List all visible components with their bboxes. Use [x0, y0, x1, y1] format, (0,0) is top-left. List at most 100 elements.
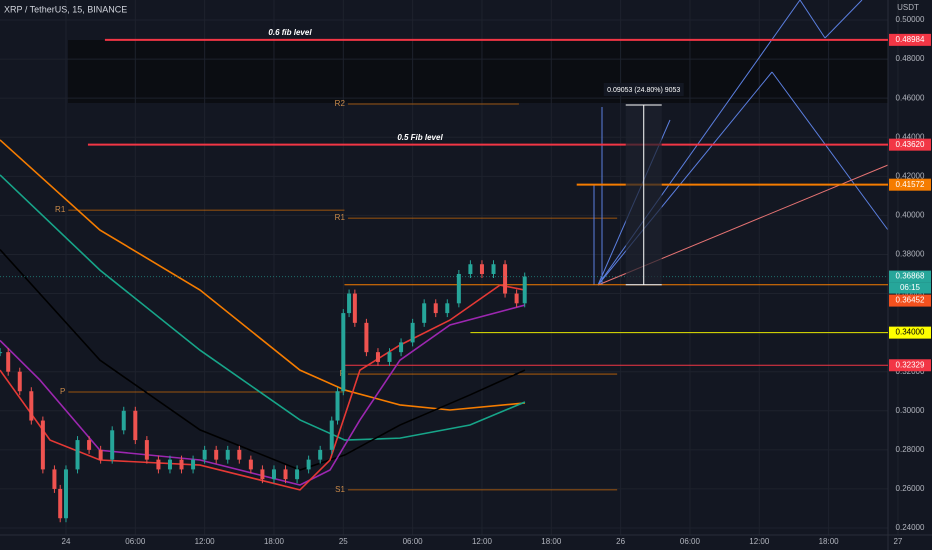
- candle: [445, 303, 450, 314]
- candle: [347, 293, 352, 314]
- y-tick-label: 0.50000: [896, 15, 925, 24]
- price-label: [889, 359, 931, 372]
- candle: [98, 449, 103, 460]
- pivot-label: P: [60, 387, 65, 396]
- x-tick-label: 27: [893, 537, 902, 546]
- candle: [503, 264, 508, 294]
- candle: [433, 303, 438, 314]
- candle: [271, 469, 276, 480]
- candle: [456, 274, 461, 304]
- x-tick-label: 18:00: [541, 537, 562, 546]
- candle: [329, 420, 334, 450]
- level-annotation: 0.5 Fib level: [397, 133, 443, 142]
- candle: [121, 410, 126, 431]
- moving-average: [0, 139, 526, 411]
- y-tick-label: 0.30000: [896, 406, 925, 415]
- chart-title: XRP / TetherUS, 15, BINANCE: [4, 4, 127, 14]
- price-label: [889, 326, 931, 339]
- channel-line: [771, 71, 889, 231]
- candle: [318, 449, 323, 460]
- x-tick-label: 12:00: [749, 537, 770, 546]
- pivot-label: R2: [335, 99, 346, 108]
- pivot-label: R1: [335, 213, 346, 222]
- candle: [295, 469, 300, 480]
- price-label: [889, 270, 931, 283]
- moving-average: [0, 249, 526, 471]
- candle: [58, 488, 63, 519]
- x-tick-label: 18:00: [264, 537, 285, 546]
- candle: [479, 264, 484, 275]
- candle: [52, 469, 57, 489]
- candle: [156, 459, 161, 470]
- candle: [335, 391, 340, 421]
- pivot-label: R1: [55, 205, 66, 214]
- level-annotation: 0.6 fib level: [268, 28, 312, 37]
- candle: [29, 391, 34, 421]
- candle: [514, 293, 519, 304]
- y-tick-label: 0.46000: [896, 93, 925, 102]
- measure-label: 0.09053 (24.80%) 9053: [607, 87, 680, 94]
- candle: [40, 420, 45, 470]
- price-label: [889, 178, 931, 191]
- candle: [352, 293, 357, 323]
- candle: [410, 322, 415, 343]
- y-tick-label: 0.32000: [896, 367, 925, 376]
- x-tick-label: 18:00: [819, 537, 840, 546]
- candle: [179, 459, 184, 470]
- y-tick-label: 0.48000: [896, 54, 925, 63]
- candle: [283, 469, 288, 480]
- price-label-text: 0.36868: [896, 272, 925, 281]
- candle: [17, 371, 22, 392]
- candle: [237, 449, 242, 460]
- countdown-box: [889, 282, 931, 294]
- candle: [63, 469, 68, 519]
- x-tick-label: 12:00: [472, 537, 493, 546]
- candle: [75, 440, 80, 470]
- x-tick-label: 25: [339, 537, 348, 546]
- y-tick-label: 0.42000: [896, 171, 925, 180]
- moving-average: [0, 284, 526, 491]
- price-label-text: 0.34000: [896, 328, 925, 337]
- currency-label: USDT: [897, 3, 919, 12]
- candle: [0, 352, 3, 354]
- countdown: 06:15: [900, 283, 921, 292]
- candle: [191, 459, 196, 470]
- y-tick-label: 0.40000: [896, 211, 925, 220]
- candle: [387, 352, 392, 362]
- price-label-text: 0.43620: [896, 140, 925, 149]
- candle: [214, 449, 219, 460]
- moving-average: [0, 304, 526, 486]
- candle: [133, 410, 138, 441]
- candle: [468, 264, 473, 275]
- price-label: [889, 294, 931, 307]
- y-tick-label: 0.28000: [896, 445, 925, 454]
- candle: [87, 440, 92, 450]
- candle: [110, 430, 115, 460]
- candle: [248, 459, 253, 470]
- y-tick-label: 0.44000: [896, 132, 925, 141]
- candle: [202, 449, 207, 460]
- price-label: [889, 138, 931, 151]
- candle: [375, 352, 380, 362]
- candle: [341, 313, 346, 392]
- candle: [491, 264, 496, 275]
- price-label: [889, 33, 931, 46]
- candle: [260, 469, 265, 480]
- x-tick-label: 06:00: [125, 537, 146, 546]
- x-tick-label: 06:00: [403, 537, 424, 546]
- candle: [306, 459, 311, 470]
- measure-label-box: [603, 82, 684, 96]
- channel-line: [799, 0, 826, 39]
- pivot-label: S1: [335, 485, 345, 494]
- channel-line: [824, 0, 863, 39]
- candle: [6, 352, 11, 372]
- candle: [399, 342, 404, 353]
- price-label-text: 0.48984: [896, 35, 925, 44]
- x-tick-label: 06:00: [680, 537, 701, 546]
- price-label-text: 0.32329: [896, 360, 925, 369]
- candle: [522, 276, 527, 304]
- y-tick-label: 0.26000: [896, 484, 925, 493]
- moving-average: [0, 174, 526, 441]
